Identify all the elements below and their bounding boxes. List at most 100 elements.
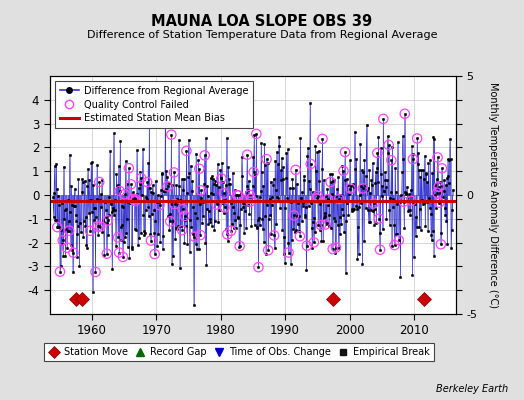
Point (150, 251, 159, 257)
Point (329, 246, 337, 252)
Point (56, 268, 64, 275)
Point (131, 198, 139, 204)
Point (375, 216, 383, 222)
Point (178, 227, 187, 234)
Point (217, 175, 225, 182)
Point (119, 254, 127, 260)
Point (385, 142, 393, 148)
Point (264, 247, 272, 254)
Point (303, 242, 311, 249)
Point (163, 183, 172, 190)
Point (137, 175, 145, 181)
Point (170, 201, 179, 207)
Point (96, 224, 104, 230)
Point (341, 149, 350, 155)
Point (221, 204, 229, 210)
Point (115, 188, 124, 194)
Point (179, 206, 187, 212)
Point (212, 201, 221, 208)
Point (65, 227, 73, 234)
Point (155, 202, 163, 208)
Point (166, 218, 174, 224)
Point (223, 231, 232, 238)
Point (409, 156, 417, 162)
Point (195, 166, 203, 172)
Point (129, 196, 137, 202)
Point (379, 116, 387, 122)
Point (125, 165, 133, 172)
Point (220, 190, 228, 196)
Point (227, 228, 235, 234)
Point (95, 179, 103, 185)
Point (201, 152, 209, 158)
Point (339, 168, 347, 174)
Point (181, 213, 189, 219)
Point (63, 244, 71, 251)
Point (358, 185, 367, 192)
Point (59, 237, 67, 244)
Point (332, 244, 340, 251)
Point (182, 148, 191, 154)
Legend: Station Move, Record Gap, Time of Obs. Change, Empirical Break: Station Move, Record Gap, Time of Obs. C… (44, 343, 434, 361)
Point (91, 269, 100, 275)
Point (196, 187, 205, 194)
Point (296, 233, 304, 240)
Point (235, 243, 244, 249)
Point (246, 198, 255, 205)
Point (435, 200, 443, 206)
Y-axis label: Monthly Temperature Anomaly Difference (°C): Monthly Temperature Anomaly Difference (… (488, 82, 498, 308)
Point (316, 222, 325, 228)
Point (115, 249, 123, 256)
Point (103, 250, 111, 257)
Point (291, 167, 300, 173)
Point (407, 198, 416, 204)
Point (313, 192, 322, 199)
Point (387, 157, 396, 164)
Point (433, 190, 441, 196)
Point (436, 241, 445, 248)
Point (285, 249, 293, 256)
Point (170, 169, 178, 176)
Legend: Difference from Regional Average, Quality Control Failed, Estimated Station Mean: Difference from Regional Average, Qualit… (54, 81, 253, 128)
Point (190, 234, 199, 240)
Point (373, 150, 381, 156)
Point (322, 221, 330, 228)
Point (243, 152, 252, 158)
Point (263, 156, 271, 162)
Point (247, 196, 255, 202)
Point (93, 223, 102, 230)
Point (234, 192, 243, 198)
Point (438, 165, 446, 172)
Point (376, 246, 384, 253)
Point (335, 196, 343, 202)
Point (196, 232, 204, 238)
Point (400, 110, 409, 117)
Point (318, 136, 326, 142)
Point (346, 185, 355, 192)
Point (53, 224, 61, 230)
Point (290, 212, 298, 219)
Point (147, 237, 155, 244)
Point (310, 239, 318, 246)
Point (434, 184, 443, 190)
Point (167, 132, 176, 138)
Point (312, 195, 321, 202)
Point (86, 228, 94, 234)
Point (252, 131, 260, 137)
Point (246, 192, 254, 198)
Text: Berkeley Earth: Berkeley Earth (436, 384, 508, 394)
Point (104, 217, 112, 224)
Point (270, 232, 278, 239)
Point (254, 264, 263, 270)
Point (413, 135, 421, 142)
Text: Difference of Station Temperature Data from Regional Average: Difference of Station Temperature Data f… (87, 30, 437, 40)
Point (395, 237, 403, 244)
Point (390, 242, 399, 248)
Point (326, 179, 335, 185)
Point (69, 250, 78, 256)
Point (121, 191, 129, 198)
Point (132, 196, 140, 202)
Point (433, 154, 442, 161)
Point (249, 169, 258, 175)
Text: MAUNA LOA SLOPE OBS 39: MAUNA LOA SLOPE OBS 39 (151, 14, 373, 29)
